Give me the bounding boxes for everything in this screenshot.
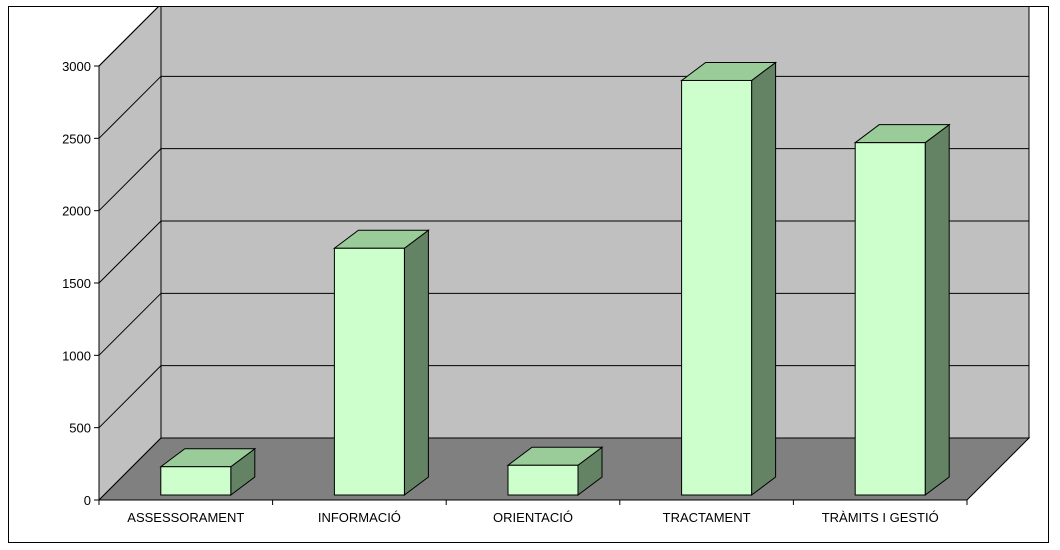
bar-1: [160, 466, 232, 496]
y-tick-label: 1500: [62, 276, 91, 291]
bar-side: [751, 61, 777, 496]
bar-2: [333, 247, 405, 496]
bar-4: [681, 79, 753, 496]
chart-frame: 0 500 1000 1500 2000 2500 3000 ASSESSORAMENT INF…: [8, 2, 1049, 543]
bar-3: [507, 464, 579, 496]
x-tick-label: ORIENTACIÓ: [493, 510, 573, 525]
x-tick-label: ASSESSORAMENT: [127, 510, 244, 525]
y-tick-label: 500: [69, 421, 91, 436]
y-tick-label: 2500: [62, 131, 91, 146]
y-tick-label: 1000: [62, 348, 91, 363]
side-wall: [98, 2, 162, 502]
bar-side: [403, 229, 429, 496]
bar-chart: 0 500 1000 1500 2000 2500 3000 ASSESSORAMENT INF…: [62, 2, 1031, 525]
x-tick-label: TRÀMITS I GESTIÓ: [822, 510, 939, 525]
x-tick-label: INFORMACIÓ: [318, 510, 401, 525]
y-tick-label: 2000: [62, 204, 91, 219]
bar-side: [924, 123, 950, 496]
y-tick-label: 0: [84, 493, 91, 508]
y-tick-label: 3000: [62, 59, 91, 74]
bar-5: [854, 142, 926, 496]
x-tick-label: TRACTAMENT: [663, 510, 751, 525]
